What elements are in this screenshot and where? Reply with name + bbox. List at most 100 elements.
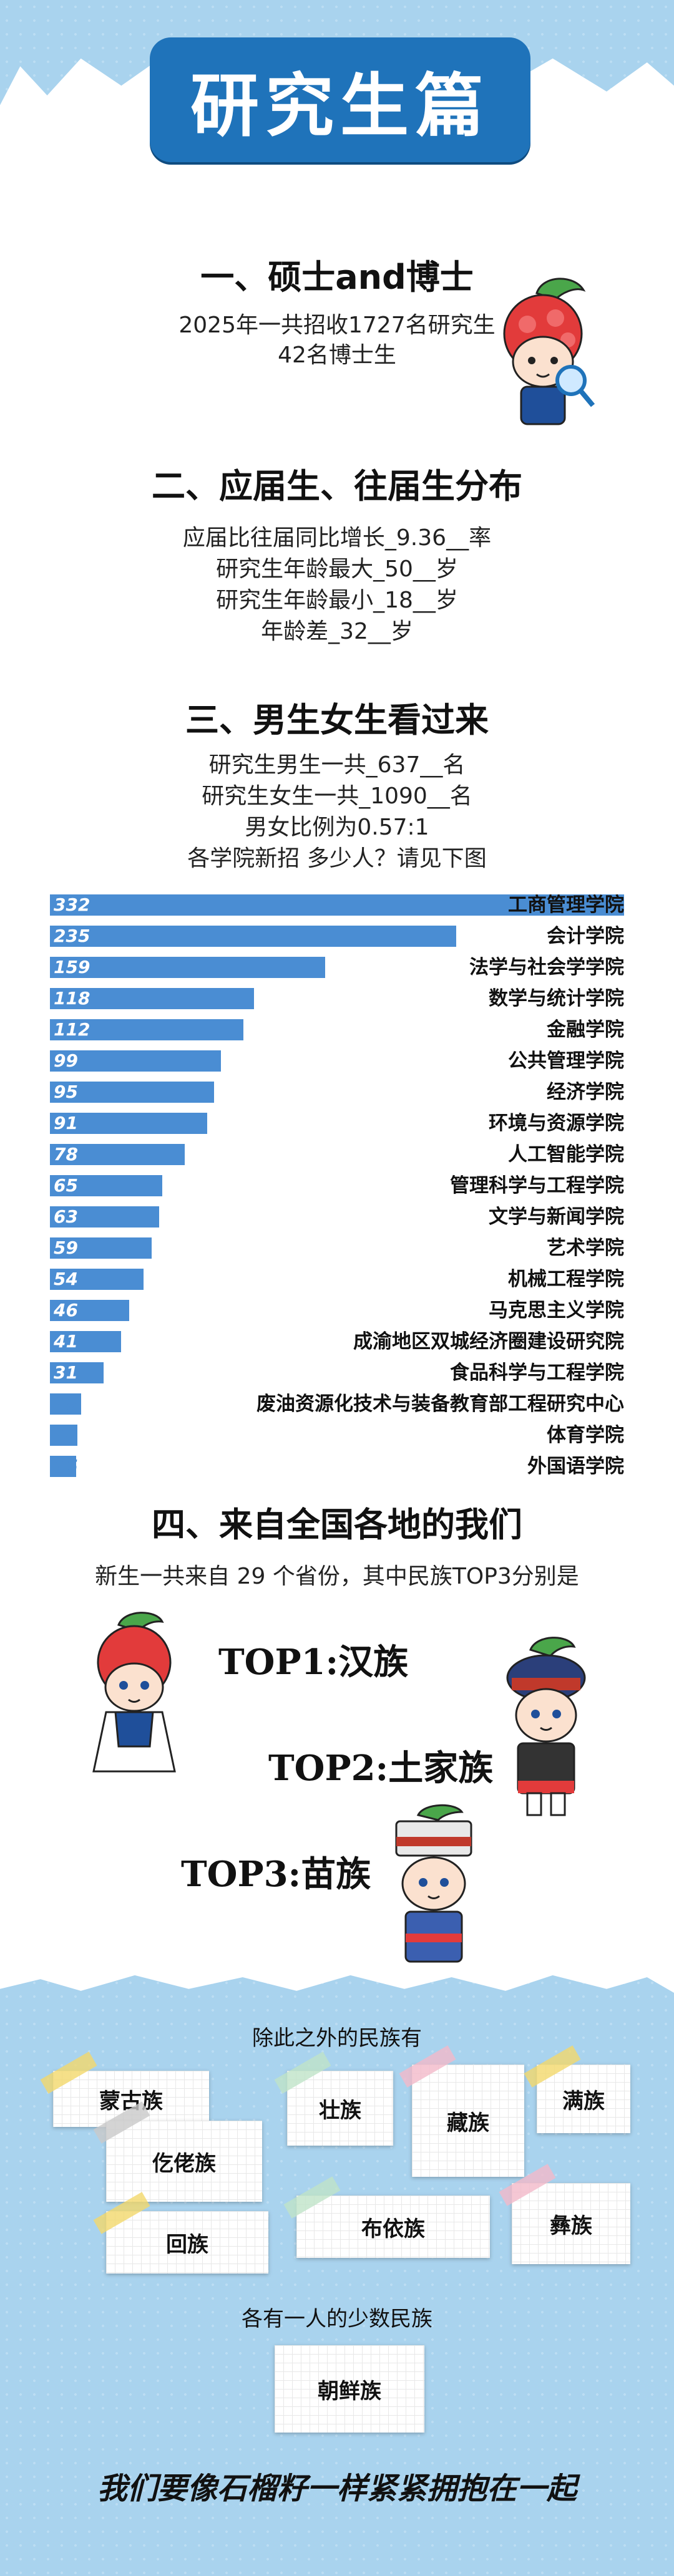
bar bbox=[50, 1082, 214, 1103]
bar bbox=[50, 1019, 243, 1040]
bar bbox=[50, 926, 456, 947]
top2-label: TOP2:土家族 bbox=[268, 1748, 494, 1789]
section-1-line-2: 42名博士生 bbox=[278, 342, 396, 368]
bar-value-label: 159 bbox=[54, 957, 90, 977]
bar-value-label: 91 bbox=[54, 1113, 78, 1133]
bar-value-label: 54 bbox=[54, 1269, 78, 1289]
ethnic-note: 回族 bbox=[93, 2192, 268, 2273]
bar-value-label: 46 bbox=[54, 1300, 78, 1320]
bar-category-label: 成渝地区双城经济圈建设研究院 bbox=[353, 1330, 624, 1353]
bar-category-label: 文学与新闻学院 bbox=[489, 1206, 624, 1228]
bar-category-label: 体育学院 bbox=[547, 1424, 624, 1446]
bar-category-label: 环境与资源学院 bbox=[489, 1112, 624, 1135]
ethnic-note-label: 布依族 bbox=[361, 2216, 425, 2242]
bar-value-label: 63 bbox=[54, 1206, 78, 1227]
bar-value-label: 65 bbox=[54, 1175, 78, 1196]
bar-row: 63 bbox=[50, 1206, 624, 1227]
bar bbox=[50, 1050, 221, 1072]
section-2-line-1: 应届比往届同比增长_9.36__率 bbox=[182, 525, 492, 551]
bar-category-label: 公共管理学院 bbox=[508, 1050, 624, 1072]
bar-value-label: 78 bbox=[54, 1144, 78, 1165]
bar-category-label: 会计学院 bbox=[547, 925, 624, 947]
bar bbox=[50, 1206, 159, 1227]
bar bbox=[50, 957, 325, 978]
bar-value-label: 235 bbox=[54, 926, 90, 946]
ethnic-note: 彝族 bbox=[499, 2164, 630, 2264]
bar-category-label: 艺术学院 bbox=[547, 1237, 624, 1259]
bar-value-label: 118 bbox=[54, 988, 90, 1009]
section-2-line-4: 年龄差_32__岁 bbox=[261, 619, 413, 644]
title-plate: 研究生篇 bbox=[150, 37, 530, 162]
ethnic-note: 仡佬族 bbox=[93, 2101, 262, 2202]
bar-category-label: 经济学院 bbox=[547, 1081, 624, 1103]
bar-row: 41 bbox=[50, 1331, 624, 1352]
footer-slogan: 我们要像石榴籽一样紧紧拥抱在一起 bbox=[97, 2471, 577, 2506]
ethnic-note-label: 回族 bbox=[166, 2232, 208, 2257]
bar bbox=[50, 1425, 77, 1446]
bar-row: 16 bbox=[50, 1425, 624, 1446]
bar-row: 18 bbox=[50, 1393, 624, 1415]
section-2-line-3: 研究生年龄最小_18__岁 bbox=[216, 588, 458, 613]
section-2-line-2: 研究生年龄最大_50__岁 bbox=[216, 556, 458, 582]
bar-row: 65 bbox=[50, 1175, 624, 1196]
bar bbox=[50, 1456, 76, 1477]
ethnic-note-single: 朝鲜族 bbox=[275, 2345, 424, 2433]
bar bbox=[50, 1144, 185, 1165]
bar-value-label: 99 bbox=[54, 1050, 78, 1071]
bar-value-label: 15 bbox=[54, 1456, 78, 1476]
section-1-line-1: 2025年一共招收1727名研究生 bbox=[178, 312, 496, 338]
bar bbox=[50, 1269, 144, 1290]
bar-row: 95 bbox=[50, 1082, 624, 1103]
ethnic-note-label: 仡佬族 bbox=[152, 2151, 216, 2176]
section-4-line: 新生一共来自 29 个省份，其中民族TOP3分别是 bbox=[95, 1564, 579, 1589]
bar-category-label: 人工智能学院 bbox=[508, 1143, 624, 1166]
ethnic-note: 藏族 bbox=[399, 2045, 524, 2177]
mascot-miao-icon bbox=[381, 1803, 487, 1983]
bar bbox=[50, 1175, 162, 1196]
bar-row: 91 bbox=[50, 1113, 624, 1134]
bar bbox=[50, 894, 624, 916]
bar-category-label: 管理科学与工程学院 bbox=[450, 1174, 624, 1197]
bar-value-label: 41 bbox=[54, 1331, 78, 1352]
bar-category-label: 工商管理学院 bbox=[508, 894, 624, 916]
others-heading: 除此之外的民族有 bbox=[252, 2026, 422, 2051]
section-3-line-3: 男女比例为0.57:1 bbox=[245, 815, 429, 840]
bar-row: 78 bbox=[50, 1144, 624, 1165]
bar-row: 332 bbox=[50, 894, 624, 916]
bar bbox=[50, 1393, 81, 1415]
bar-value-label: 18 bbox=[54, 1393, 78, 1414]
bar-category-label: 数学与统计学院 bbox=[489, 987, 624, 1010]
bar-category-label: 机械工程学院 bbox=[508, 1268, 624, 1290]
ethnic-note: 满族 bbox=[524, 2045, 630, 2133]
bar bbox=[50, 1362, 104, 1383]
ethnic-note-label: 壮族 bbox=[319, 2098, 361, 2123]
mascot-han-icon bbox=[81, 1609, 187, 1784]
bar-category-label: 金融学院 bbox=[547, 1019, 624, 1041]
bar-row: 59 bbox=[50, 1237, 624, 1259]
bar-category-label: 马克思主义学院 bbox=[489, 1299, 624, 1322]
bar-row: 31 bbox=[50, 1362, 624, 1383]
bar-category-label: 外国语学院 bbox=[527, 1455, 624, 1478]
section-3-line-1: 研究生男生一共_637__名 bbox=[208, 752, 466, 778]
bar bbox=[50, 988, 254, 1009]
ethnic-note: 布依族 bbox=[283, 2176, 490, 2258]
bar-category-label: 食品科学与工程学院 bbox=[450, 1362, 624, 1384]
ethnic-note-label: 彝族 bbox=[550, 2213, 592, 2239]
bar bbox=[50, 1113, 207, 1134]
bar-row: 46 bbox=[50, 1300, 624, 1321]
section-4-heading: 四、来自全国各地的我们 bbox=[152, 1505, 522, 1544]
page-title: 研究生篇 bbox=[190, 66, 490, 146]
single-heading: 各有一人的少数民族 bbox=[242, 2307, 432, 2331]
bar-category-label: 废油资源化技术与装备教育部工程研究中心 bbox=[256, 1393, 624, 1415]
bar-row: 15 bbox=[50, 1456, 624, 1477]
bar-category-label: 法学与社会学学院 bbox=[469, 956, 624, 979]
ethnic-note-label: 满族 bbox=[562, 2088, 605, 2114]
bar bbox=[50, 1331, 121, 1352]
section-3-heading: 三、男生女生看过来 bbox=[185, 700, 489, 740]
bar-row: 235 bbox=[50, 926, 624, 947]
ethnic-note-single-label: 朝鲜族 bbox=[318, 2378, 381, 2404]
pomegranate-mascot-icon bbox=[493, 274, 599, 437]
ethnic-note-label: 藏族 bbox=[447, 2110, 489, 2136]
mascot-tujia-icon bbox=[493, 1634, 599, 1821]
bar-row: 54 bbox=[50, 1269, 624, 1290]
